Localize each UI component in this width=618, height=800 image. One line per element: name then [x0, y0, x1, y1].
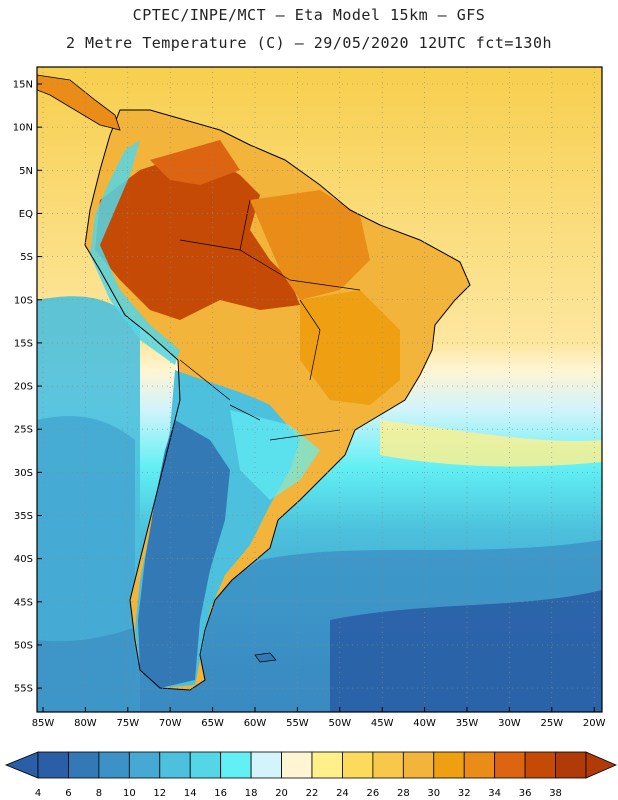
colorbar-swatch	[463, 751, 496, 779]
lon-label: 85W	[32, 718, 55, 729]
colorbar-arrow-low	[4, 751, 39, 779]
lat-label: 40S	[14, 554, 33, 565]
lon-label: 55W	[286, 718, 309, 729]
lon-label: 45W	[371, 718, 394, 729]
colorbar-swatch	[311, 751, 343, 779]
colorbar-swatch	[68, 751, 100, 779]
lon-label: 65W	[201, 718, 224, 729]
colorbar-label: 22	[306, 788, 319, 799]
colorbar-label: 36	[519, 788, 532, 799]
colorbar-swatch	[402, 751, 435, 779]
colorbar-swatch	[37, 751, 69, 779]
lon-label: 80W	[74, 718, 97, 729]
grid-lines	[37, 67, 602, 712]
temperature-field	[37, 67, 602, 712]
latitude-labels: 15N 10N 5N EQ 5S 10S 15S 20S 25S 30S 35S 40S 45S 50S 5…	[13, 80, 42, 695]
lon-label: 20W	[583, 718, 606, 729]
lon-label: 30W	[498, 718, 521, 729]
longitude-labels: 85W 80W 75W 70W 65W 60W 55W 50W 45W 40W 35W 30W 25W 2…	[32, 707, 606, 729]
colorbar-label: 16	[214, 788, 227, 799]
lat-label: 5S	[20, 252, 33, 263]
lon-label: 35W	[456, 718, 479, 729]
colorbar-swatch	[342, 751, 374, 779]
lat-label: 5N	[19, 166, 33, 177]
lon-label: 75W	[116, 718, 139, 729]
colorbar-label: 6	[65, 788, 71, 799]
colorbar-label: 4	[35, 788, 41, 799]
colorbar-label: 20	[275, 788, 288, 799]
title-line-1: CPTEC/INPE/MCT – Eta Model 15km – GFS	[132, 6, 486, 24]
lon-label: 40W	[413, 718, 436, 729]
colorbar-swatch	[128, 751, 161, 779]
colorbar-label: 26	[367, 788, 380, 799]
lat-label: 30S	[14, 468, 33, 479]
colorbar-label: 12	[153, 788, 166, 799]
colorbar-swatch	[494, 751, 526, 779]
colorbar-label: 34	[488, 788, 501, 799]
lon-label: 60W	[244, 718, 267, 729]
colorbar: 4 6 8 10 12 14 16 18 20 22 24 26 28 30 32 34 36 38	[4, 751, 618, 799]
lat-label: 10S	[14, 295, 33, 306]
lat-label: 15N	[13, 80, 33, 91]
colorbar-swatch	[524, 751, 556, 779]
colorbar-swatch	[555, 751, 587, 779]
lat-label: 10N	[13, 123, 33, 134]
colorbar-label: 30	[427, 788, 440, 799]
colorbar-swatch	[159, 751, 191, 779]
colorbar-label: 14	[184, 788, 197, 799]
colorbar-swatch	[433, 751, 465, 779]
lon-label: 50W	[328, 718, 351, 729]
lon-label: 25W	[540, 718, 563, 729]
colorbar-swatch	[189, 751, 222, 779]
colorbar-label: 8	[96, 788, 102, 799]
colorbar-arrow-high	[585, 751, 618, 779]
lat-label: 35S	[14, 511, 33, 522]
colorbar-swatch	[220, 751, 252, 779]
lon-label: 70W	[159, 718, 182, 729]
colorbar-label: 24	[336, 788, 349, 799]
colorbar-label: 10	[123, 788, 136, 799]
lat-label: 20S	[14, 382, 33, 393]
colorbar-label: 28	[397, 788, 410, 799]
lat-label: 45S	[14, 597, 33, 608]
lat-label: 15S	[14, 338, 33, 349]
colorbar-label: 18	[245, 788, 258, 799]
colorbar-swatch	[250, 751, 282, 779]
colorbar-swatch	[372, 751, 404, 779]
colorbar-swatch	[98, 751, 130, 779]
title-line-2: 2 Metre Temperature (C) – 29/05/2020 12U…	[65, 34, 553, 52]
map-frame	[36, 66, 603, 713]
colorbar-swatch	[281, 751, 313, 779]
lat-label: EQ	[19, 209, 33, 220]
lat-label: 55S	[14, 684, 33, 695]
lat-label: 50S	[14, 640, 33, 651]
colorbar-label: 38	[549, 788, 562, 799]
colorbar-label: 32	[458, 788, 471, 799]
lat-label: 25S	[14, 425, 33, 436]
